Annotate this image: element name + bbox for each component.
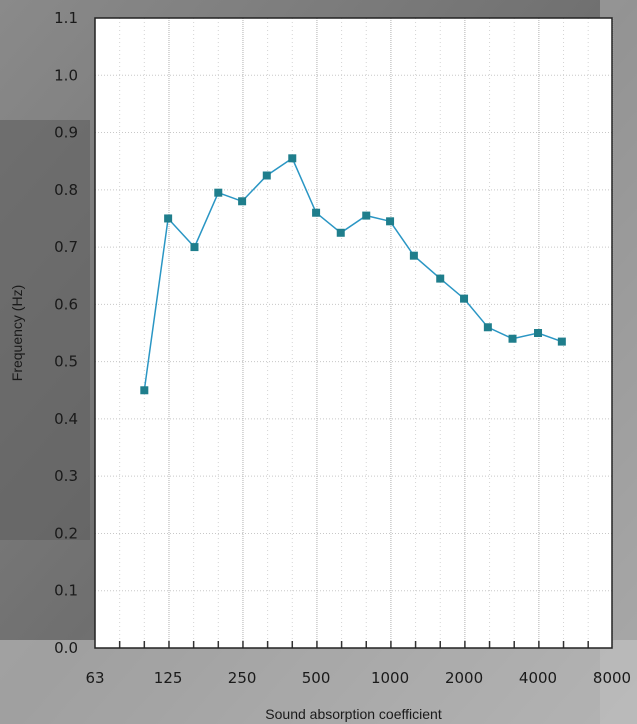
y-tick-label: 0.0 bbox=[54, 639, 78, 657]
series-line bbox=[143, 157, 563, 391]
data-point bbox=[436, 274, 445, 283]
y-tick-label: 0.3 bbox=[54, 467, 78, 485]
data-point bbox=[262, 171, 271, 180]
data-point bbox=[312, 208, 321, 217]
y-tick-label: 0.2 bbox=[54, 524, 78, 542]
data-point bbox=[190, 243, 199, 252]
x-axis-label: Sound absorption coefficient bbox=[265, 706, 442, 722]
data-point bbox=[288, 154, 297, 163]
data-point bbox=[336, 228, 345, 237]
y-tick-label: 0.9 bbox=[54, 124, 78, 142]
data-point bbox=[409, 251, 418, 260]
y-tick-label: 0.1 bbox=[54, 582, 78, 600]
data-point bbox=[140, 386, 149, 395]
data-point bbox=[460, 294, 469, 303]
plot-area bbox=[95, 18, 612, 648]
y-tick-label: 1.0 bbox=[54, 66, 78, 84]
x-tick-label: 250 bbox=[228, 669, 257, 687]
x-tick-label: 63 bbox=[85, 669, 104, 687]
data-point bbox=[238, 197, 247, 206]
x-tick-label: 500 bbox=[302, 669, 331, 687]
x-tick-label: 125 bbox=[154, 669, 183, 687]
x-tick-label: 1000 bbox=[371, 669, 409, 687]
data-point bbox=[534, 329, 543, 337]
data-point bbox=[214, 188, 223, 197]
y-tick-label: 1.1 bbox=[54, 9, 78, 27]
y-tick-label: 0.8 bbox=[54, 181, 78, 199]
data-point bbox=[362, 211, 371, 220]
x-tick-label: 4000 bbox=[519, 669, 557, 687]
y-tick-label: 0.4 bbox=[54, 410, 78, 428]
plot-frame bbox=[94, 17, 613, 649]
y-tick-label: 0.6 bbox=[54, 295, 78, 313]
y-tick-label: 0.5 bbox=[54, 353, 78, 371]
y-axis-label: Frequency (Hz) bbox=[9, 285, 25, 381]
x-tick-label: 2000 bbox=[445, 669, 483, 687]
x-tick-label: 8000 bbox=[593, 669, 631, 687]
data-point bbox=[557, 337, 566, 346]
data-point bbox=[164, 214, 173, 223]
data-point bbox=[483, 323, 492, 332]
data-point bbox=[386, 217, 395, 226]
y-tick-label: 0.7 bbox=[54, 238, 78, 256]
data-point bbox=[508, 334, 517, 343]
